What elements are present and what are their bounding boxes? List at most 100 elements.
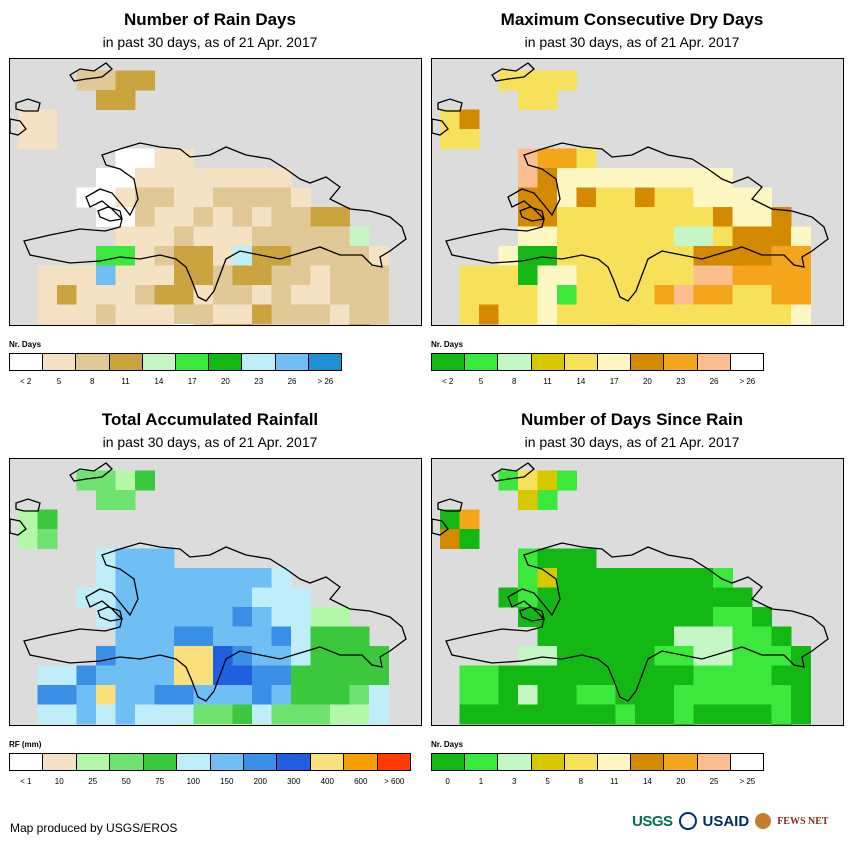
grid-cell: [791, 304, 811, 325]
grid-cell: [76, 265, 97, 286]
grid-cell: [291, 685, 311, 705]
grid-cell: [18, 129, 38, 149]
grid-cell: [252, 724, 272, 725]
grid-cell: [135, 470, 155, 491]
grid-cell: [174, 285, 194, 305]
grid-cell: [193, 246, 214, 266]
grid-cell: [213, 587, 233, 608]
usgs-logo: USGS: [632, 812, 673, 830]
grid-cell: [557, 470, 577, 491]
legend-tick-label: 26: [287, 377, 297, 386]
grid-cell: [752, 646, 772, 666]
grid-cell: [271, 626, 292, 647]
legend-swatch: [598, 354, 632, 370]
grid-cell: [135, 148, 155, 169]
grid-cell: [713, 304, 733, 325]
fews-globe-icon: [755, 813, 772, 829]
grid-cell: [693, 704, 714, 725]
grid-cell: [518, 704, 538, 725]
grid-cell: [154, 548, 175, 569]
island-coastline: [10, 118, 27, 136]
legend-tick-label: 17: [187, 377, 197, 386]
grid-cell: [135, 568, 155, 588]
grid-cell: [213, 607, 233, 627]
legend-swatch: [697, 754, 731, 770]
grid-cell: [459, 665, 480, 686]
grid-cell: [635, 685, 655, 705]
grid-cell: [635, 626, 655, 647]
grid-cell: [771, 724, 792, 725]
panel-title: Total Accumulated Rainfall: [101, 410, 319, 429]
grid-cell: [154, 626, 175, 647]
grid-cell: [154, 187, 175, 208]
grid-cell: [193, 226, 214, 247]
grid-cell: [96, 704, 116, 725]
grid-cell: [291, 646, 311, 666]
grid-cell: [252, 187, 272, 208]
grid-cell: [479, 685, 499, 705]
grid-cell: [654, 646, 675, 666]
grid-cell: [537, 246, 558, 266]
grid-cell: [330, 646, 350, 666]
legend-swatch: [76, 754, 111, 770]
grid-cell: [732, 304, 753, 325]
grid-cell: [193, 568, 214, 588]
island-coastline: [15, 498, 41, 512]
grid-cell: [732, 665, 753, 686]
grid-cell: [115, 685, 136, 705]
grid-cell: [537, 70, 558, 91]
grid-cell: [349, 324, 370, 325]
grid-cell: [752, 265, 772, 286]
grid-cell: [518, 548, 538, 569]
grid-cell: [57, 285, 77, 305]
grid-cell: [135, 226, 155, 247]
grid-cell: [713, 607, 733, 627]
grid-cell: [232, 246, 253, 266]
island-coastline: [491, 62, 535, 82]
grid-cell: [537, 490, 558, 510]
grid-cell: [252, 304, 272, 325]
legend-tick-label: 17: [609, 377, 619, 386]
grid-cell: [791, 265, 811, 286]
grid-cell: [557, 285, 577, 305]
grid-cell: [330, 226, 350, 247]
grid-cell: [154, 285, 175, 305]
grid-cell: [96, 246, 116, 266]
grid-cell: [213, 646, 233, 666]
grid-cell: [459, 285, 480, 305]
grid-cell: [96, 265, 116, 286]
panel-subtitle: in past 30 days, as of 21 Apr. 2017: [102, 434, 318, 450]
grid-cell: [291, 226, 311, 247]
grid-cell: [135, 265, 155, 286]
grid-cell: [576, 285, 597, 305]
grid-cell: [115, 304, 136, 325]
grid-cell: [193, 207, 214, 227]
grid-cell: [213, 324, 233, 325]
grid-cell: [596, 607, 616, 627]
grid-cell: [791, 704, 811, 725]
grid-cell: [135, 704, 155, 725]
grid-cell: [479, 265, 499, 286]
grid-cell: [135, 665, 155, 686]
grid-cell: [459, 109, 480, 130]
grid-cell: [96, 568, 116, 588]
grid-cell: [174, 607, 194, 627]
grid-cell: [135, 168, 155, 188]
legend-swatch: [631, 754, 665, 770]
grid-cell: [557, 665, 577, 686]
grid-cell: [518, 70, 538, 91]
grid-cell: [576, 168, 597, 188]
grid-cell: [271, 187, 292, 208]
grid-cell: [615, 187, 636, 208]
grid-cell: [232, 626, 253, 647]
grid-cell: [154, 148, 175, 169]
grid-cell: [310, 265, 331, 286]
island-coastline: [15, 98, 41, 112]
legend-ticks: < 2 5 8 11 14 17 20 23 26 > 26: [9, 377, 342, 389]
grid-cell: [596, 587, 616, 608]
grid-cell: [518, 304, 538, 325]
grid-cell: [349, 724, 370, 725]
grid-cell: [37, 529, 58, 549]
grid-cell: [518, 685, 538, 705]
panel-rainfall: Total Accumulated Rainfall in past 30 da…: [0, 400, 427, 810]
